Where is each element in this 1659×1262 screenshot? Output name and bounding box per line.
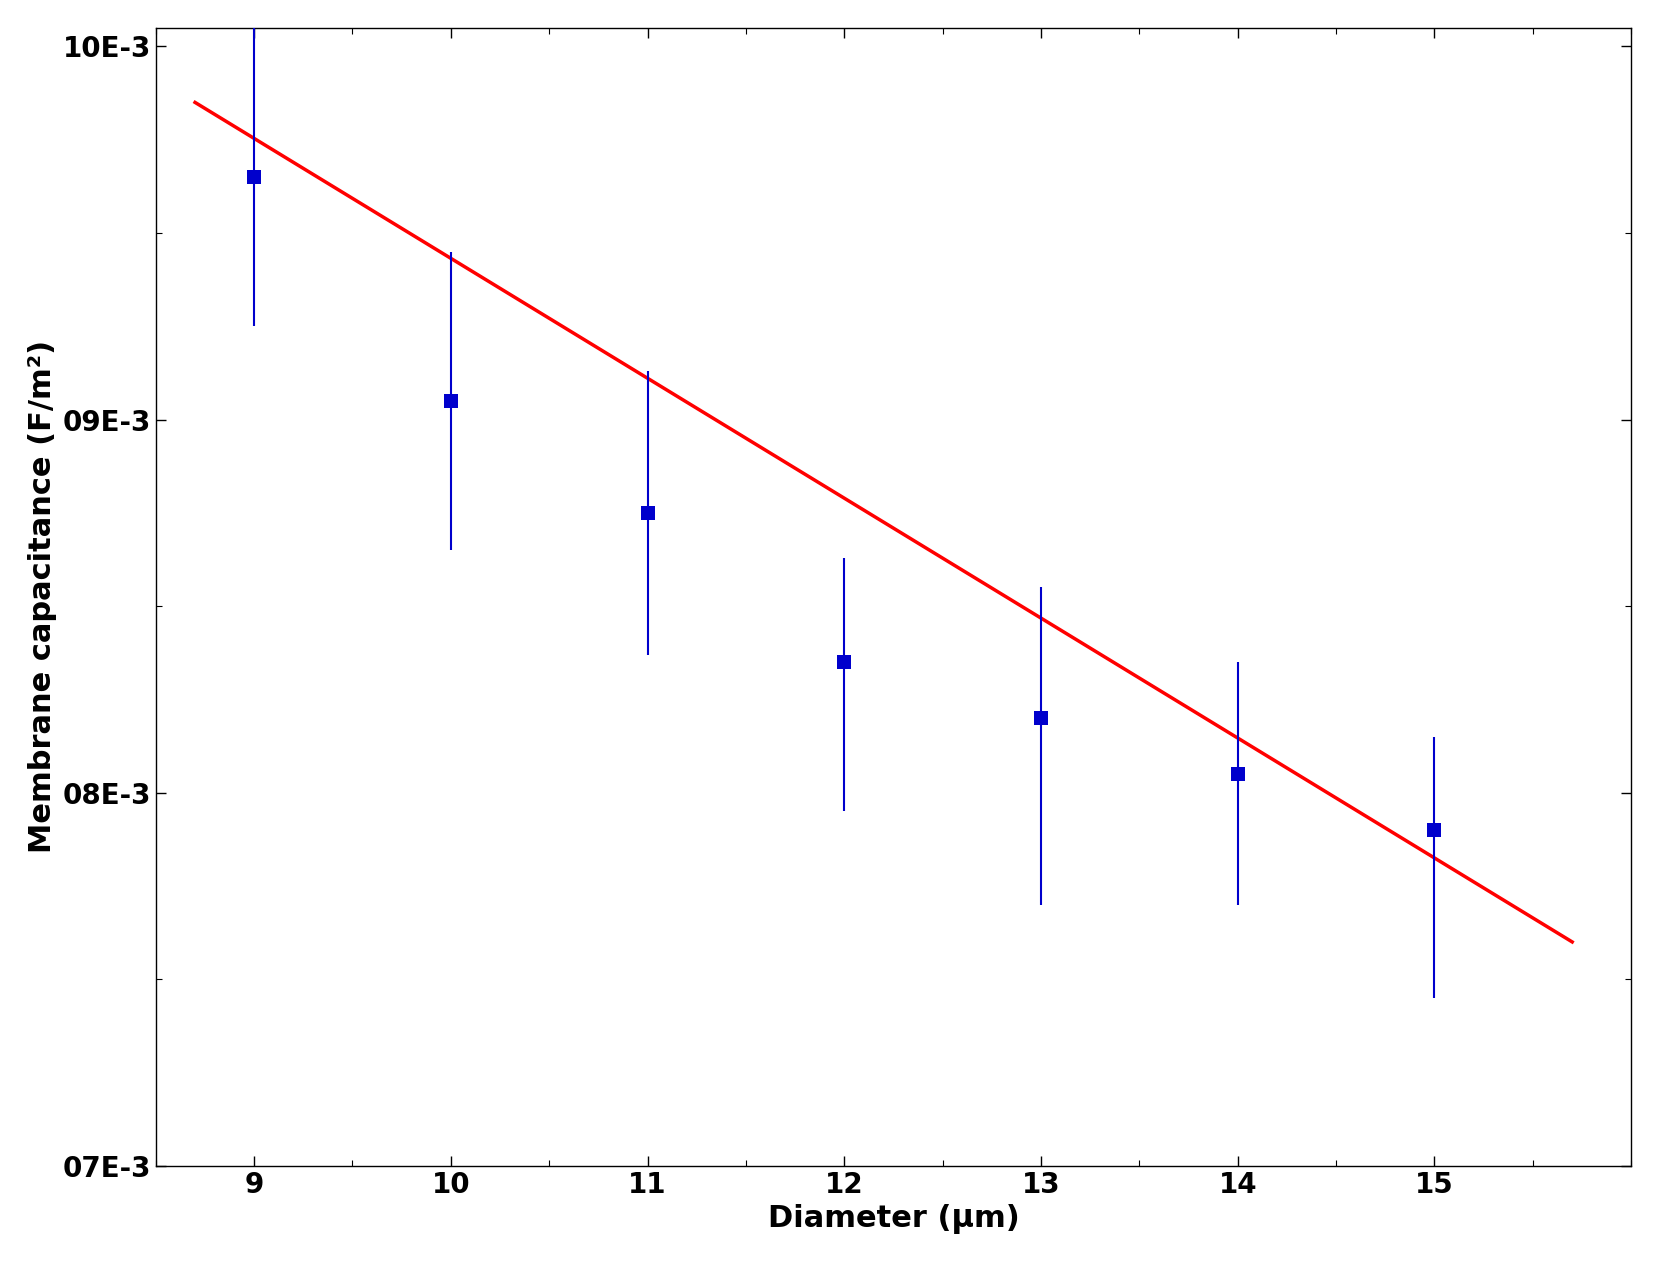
X-axis label: Diameter (μm): Diameter (μm) [768,1204,1019,1234]
Y-axis label: Membrane capacitance (F/m²): Membrane capacitance (F/m²) [28,341,56,853]
